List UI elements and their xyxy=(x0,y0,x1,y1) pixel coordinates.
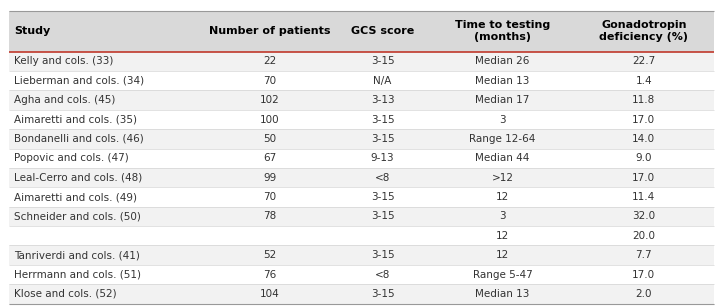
Bar xyxy=(9,187,714,207)
Text: 17.0: 17.0 xyxy=(633,270,655,279)
Text: Kelly and cols. (33): Kelly and cols. (33) xyxy=(14,56,114,67)
Text: Median 26: Median 26 xyxy=(476,56,530,67)
Text: Popovic and cols. (47): Popovic and cols. (47) xyxy=(14,153,129,163)
Text: 76: 76 xyxy=(263,270,276,279)
Text: >12: >12 xyxy=(492,173,513,183)
Text: 12: 12 xyxy=(496,250,509,260)
Bar xyxy=(9,10,714,52)
Text: Median 13: Median 13 xyxy=(476,289,530,299)
Text: Number of patients: Number of patients xyxy=(209,26,330,36)
Text: 78: 78 xyxy=(263,211,276,221)
Text: Lieberman and cols. (34): Lieberman and cols. (34) xyxy=(14,76,145,86)
Bar xyxy=(9,129,714,148)
Text: 20.0: 20.0 xyxy=(633,231,655,241)
Text: Bondanelli and cols. (46): Bondanelli and cols. (46) xyxy=(14,134,144,144)
Text: 14.0: 14.0 xyxy=(633,134,655,144)
Text: 3-13: 3-13 xyxy=(371,95,395,105)
Text: 104: 104 xyxy=(260,289,280,299)
Text: 11.4: 11.4 xyxy=(632,192,656,202)
Text: <8: <8 xyxy=(375,173,390,183)
Text: Leal-Cerro and cols. (48): Leal-Cerro and cols. (48) xyxy=(14,173,142,183)
Text: 99: 99 xyxy=(263,173,276,183)
Text: 17.0: 17.0 xyxy=(633,115,655,124)
Text: 22: 22 xyxy=(263,56,276,67)
Text: 3-15: 3-15 xyxy=(371,211,395,221)
Text: <8: <8 xyxy=(375,270,390,279)
Text: Herrmann and cols. (51): Herrmann and cols. (51) xyxy=(14,270,142,279)
Text: 3-15: 3-15 xyxy=(371,115,395,124)
Text: Time to testing
(months): Time to testing (months) xyxy=(455,20,550,42)
Text: Tanriverdi and cols. (41): Tanriverdi and cols. (41) xyxy=(14,250,140,260)
Text: Median 44: Median 44 xyxy=(476,153,530,163)
Bar xyxy=(9,110,714,129)
Bar xyxy=(9,265,714,284)
Text: 11.8: 11.8 xyxy=(632,95,656,105)
Text: Agha and cols. (45): Agha and cols. (45) xyxy=(14,95,116,105)
Text: 50: 50 xyxy=(263,134,276,144)
Text: Range 12-64: Range 12-64 xyxy=(469,134,536,144)
Text: 52: 52 xyxy=(263,250,276,260)
Bar xyxy=(9,168,714,187)
Text: GCS score: GCS score xyxy=(351,26,414,36)
Text: 2.0: 2.0 xyxy=(636,289,652,299)
Text: Range 5-47: Range 5-47 xyxy=(473,270,533,279)
Text: 70: 70 xyxy=(263,76,276,86)
Text: Schneider and cols. (50): Schneider and cols. (50) xyxy=(14,211,141,221)
Text: 12: 12 xyxy=(496,192,509,202)
Text: 102: 102 xyxy=(260,95,280,105)
Text: 100: 100 xyxy=(260,115,280,124)
Text: Gonadotropin
deficiency (%): Gonadotropin deficiency (%) xyxy=(599,20,688,42)
Text: 3: 3 xyxy=(500,115,506,124)
Bar xyxy=(9,226,714,245)
Bar xyxy=(9,148,714,168)
Bar xyxy=(9,207,714,226)
Text: Median 13: Median 13 xyxy=(476,76,530,86)
Text: 7.7: 7.7 xyxy=(636,250,652,260)
Bar xyxy=(9,91,714,110)
Text: 12: 12 xyxy=(496,231,509,241)
Text: 17.0: 17.0 xyxy=(633,173,655,183)
Text: N/A: N/A xyxy=(374,76,392,86)
Bar xyxy=(9,52,714,71)
Text: Median 17: Median 17 xyxy=(476,95,530,105)
Text: 9.0: 9.0 xyxy=(636,153,652,163)
Text: 22.7: 22.7 xyxy=(632,56,656,67)
Text: 32.0: 32.0 xyxy=(633,211,655,221)
Text: 70: 70 xyxy=(263,192,276,202)
Text: 3-15: 3-15 xyxy=(371,289,395,299)
Text: Study: Study xyxy=(14,26,51,36)
Text: Klose and cols. (52): Klose and cols. (52) xyxy=(14,289,117,299)
Text: Aimaretti and cols. (35): Aimaretti and cols. (35) xyxy=(14,115,137,124)
Text: 9-13: 9-13 xyxy=(371,153,395,163)
Text: 3: 3 xyxy=(500,211,506,221)
Text: 67: 67 xyxy=(263,153,276,163)
Bar xyxy=(9,245,714,265)
Text: 3-15: 3-15 xyxy=(371,134,395,144)
Text: 3-15: 3-15 xyxy=(371,192,395,202)
Text: Aimaretti and cols. (49): Aimaretti and cols. (49) xyxy=(14,192,137,202)
Text: 1.4: 1.4 xyxy=(636,76,652,86)
Bar xyxy=(9,284,714,304)
Text: 3-15: 3-15 xyxy=(371,56,395,67)
Bar xyxy=(9,71,714,91)
Text: 3-15: 3-15 xyxy=(371,250,395,260)
